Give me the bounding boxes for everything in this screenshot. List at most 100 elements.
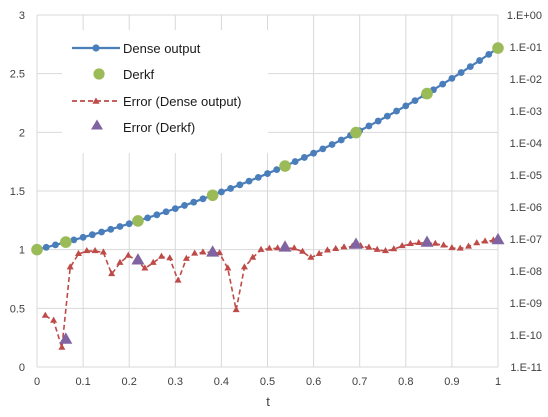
- data-point-error-dense: [406, 239, 414, 246]
- data-point-dense-output: [144, 214, 152, 222]
- data-point-dense-output: [42, 243, 50, 251]
- legend-marker-triangle-red: [92, 97, 100, 104]
- data-point-error-derkf: [420, 235, 434, 247]
- y2-tick-label: 1.E-06: [510, 202, 542, 214]
- data-point-dense-output: [374, 117, 382, 125]
- legend-label-dense-output: Dense output: [123, 41, 201, 56]
- data-point-error-dense: [99, 248, 107, 255]
- y2-tick-label: 1.E-02: [510, 74, 542, 86]
- y-axis-ticks: 0 0.5 1 1.5 2 2.5 3: [10, 10, 25, 374]
- data-point-error-dense: [290, 244, 298, 251]
- data-point-error-derkf: [131, 253, 145, 265]
- data-point-error-derkf: [278, 240, 292, 252]
- data-point-derkf: [492, 42, 504, 54]
- data-point-error-dense: [66, 263, 74, 270]
- data-point-error-dense: [315, 249, 323, 257]
- legend-label-error-dense: Error (Dense output): [123, 94, 242, 109]
- data-point-dense-output: [383, 112, 391, 120]
- data-point-error-dense: [265, 244, 273, 251]
- data-point-dense-output: [116, 223, 124, 230]
- x-tick-label: 0: [34, 376, 40, 388]
- legend-entry-derkf: Derkf: [93, 67, 154, 82]
- x-tick-label: 0.8: [398, 376, 413, 388]
- data-point-dense-output: [236, 181, 244, 189]
- data-point-dense-output: [439, 80, 447, 88]
- data-point-dense-output: [218, 188, 225, 196]
- data-point-error-dense: [141, 264, 149, 271]
- data-point-error-dense: [323, 246, 331, 253]
- data-point-dense-output: [485, 50, 493, 58]
- legend-label-derkf: Derkf: [123, 67, 154, 82]
- data-point-error-dense: [431, 239, 439, 246]
- data-point-error-dense: [166, 254, 174, 261]
- data-point-error-dense: [41, 311, 49, 318]
- x-tick-label: 0.9: [444, 376, 459, 388]
- legend-entry-error-derkf: Error (Derkf): [91, 119, 195, 135]
- data-point-error-dense: [473, 239, 481, 246]
- data-point-error-dense: [240, 263, 248, 270]
- data-point-dense-output: [319, 145, 327, 153]
- data-point-dense-output: [411, 97, 419, 104]
- data-point-error-dense: [182, 254, 190, 261]
- data-point-error-dense: [199, 248, 207, 255]
- y2-axis-ticks: 1.E-11 1.E-10 1.E-09 1.E-08 1.E-07 1.E-06 1.E-…: [507, 10, 542, 374]
- y-tick-label: 0: [19, 362, 25, 374]
- x-tick-label: 0.2: [122, 376, 137, 388]
- legend-label-error-derkf: Error (Derkf): [123, 120, 195, 135]
- data-point-derkf: [421, 87, 433, 100]
- y-tick-label: 0.5: [10, 303, 25, 315]
- data-point-error-derkf: [349, 237, 363, 249]
- data-point-error-dense: [58, 343, 66, 350]
- y2-tick-label: 1.E-08: [510, 266, 542, 278]
- data-point-error-dense: [464, 242, 472, 249]
- data-point-error-dense: [481, 237, 489, 244]
- data-point-dense-output: [300, 154, 308, 161]
- data-point-dense-output: [125, 220, 133, 228]
- data-point-error-dense: [390, 245, 398, 252]
- data-point-error-dense: [232, 306, 240, 313]
- y2-tick-label: 1.E-10: [510, 330, 542, 342]
- data-point-error-dense: [307, 253, 315, 260]
- data-point-dense-output: [310, 149, 317, 157]
- data-point-dense-output: [199, 195, 207, 203]
- data-point-dense-output: [328, 141, 336, 148]
- data-point-error-dense: [124, 251, 132, 258]
- data-point-error-dense: [365, 243, 373, 250]
- data-point-dense-output: [466, 63, 474, 71]
- data-point-error-dense: [149, 258, 157, 265]
- data-point-dense-output: [337, 136, 345, 144]
- legend: Dense output Derkf Error (Dense output) …: [62, 30, 268, 153]
- data-point-derkf: [206, 189, 219, 202]
- data-point-derkf: [350, 126, 362, 139]
- data-point-dense-output: [70, 236, 78, 244]
- y2-tick-label: 1.E-09: [510, 298, 542, 310]
- data-point-error-dense: [50, 316, 58, 323]
- data-point-error-dense: [382, 246, 390, 254]
- data-point-error-dense: [448, 244, 456, 251]
- legend-entry-error-dense: Error (Dense output): [72, 94, 242, 109]
- data-point-error-dense: [116, 258, 124, 265]
- y-tick-label: 1: [19, 245, 25, 257]
- data-point-dense-output: [52, 241, 59, 249]
- legend-marker-circle-green: [93, 68, 105, 80]
- x-axis-ticks: 0 0.1 0.2 0.3 0.4 0.5 0.6 0.7 0.8 0.9 1: [34, 376, 501, 388]
- data-point-error-dense: [440, 241, 448, 248]
- legend-marker-circle-blue: [92, 44, 100, 52]
- data-point-error-dense: [398, 242, 406, 249]
- x-tick-label: 0.1: [75, 376, 90, 388]
- data-point-error-dense: [174, 276, 182, 283]
- data-point-error-dense: [332, 244, 340, 251]
- data-point-dense-output: [476, 57, 483, 64]
- y-tick-label: 3: [19, 10, 25, 22]
- data-point-error-dense: [157, 252, 165, 259]
- data-point-dense-output: [264, 170, 271, 177]
- data-point-dense-output: [98, 228, 105, 236]
- data-point-error-dense: [274, 244, 282, 251]
- x-tick-label: 1: [495, 376, 501, 388]
- y-tick-label: 2: [19, 127, 25, 139]
- data-point-error-dense: [257, 245, 265, 252]
- data-point-derkf: [31, 243, 43, 256]
- y-tick-label: 1.5: [10, 186, 25, 198]
- y2-tick-label: 1.E+00: [507, 10, 542, 22]
- legend-entry-dense-output: Dense output: [72, 41, 201, 56]
